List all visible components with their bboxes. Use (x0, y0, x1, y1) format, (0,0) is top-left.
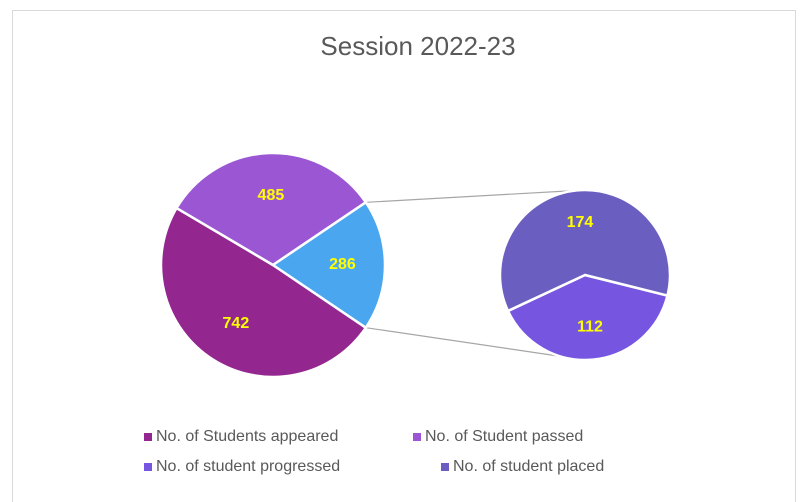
legend-swatch (144, 463, 152, 471)
legend-swatch (413, 433, 421, 441)
legend-label: No. of Student passed (425, 428, 583, 445)
data-label: 174 (567, 214, 594, 231)
pie-slice (506, 273, 669, 362)
legend-label: No. of student progressed (156, 458, 340, 475)
chart-title: Session 2022-23 (320, 31, 515, 61)
data-label: 286 (329, 256, 356, 273)
data-label: 485 (258, 187, 285, 204)
connector-line (365, 189, 586, 203)
chart-border (12, 10, 796, 502)
data-label: 112 (577, 319, 603, 336)
pie-slice (174, 151, 368, 267)
pie-slice (159, 206, 368, 379)
legend-label: No. of student placed (453, 458, 604, 475)
legend-label: No. of Students appeared (156, 428, 338, 445)
pie-slice (498, 188, 672, 313)
data-label: 742 (223, 315, 250, 332)
legend-swatch (441, 463, 449, 471)
legend-swatch (144, 433, 152, 441)
connector-line (365, 327, 586, 361)
pie-slice (270, 200, 387, 330)
